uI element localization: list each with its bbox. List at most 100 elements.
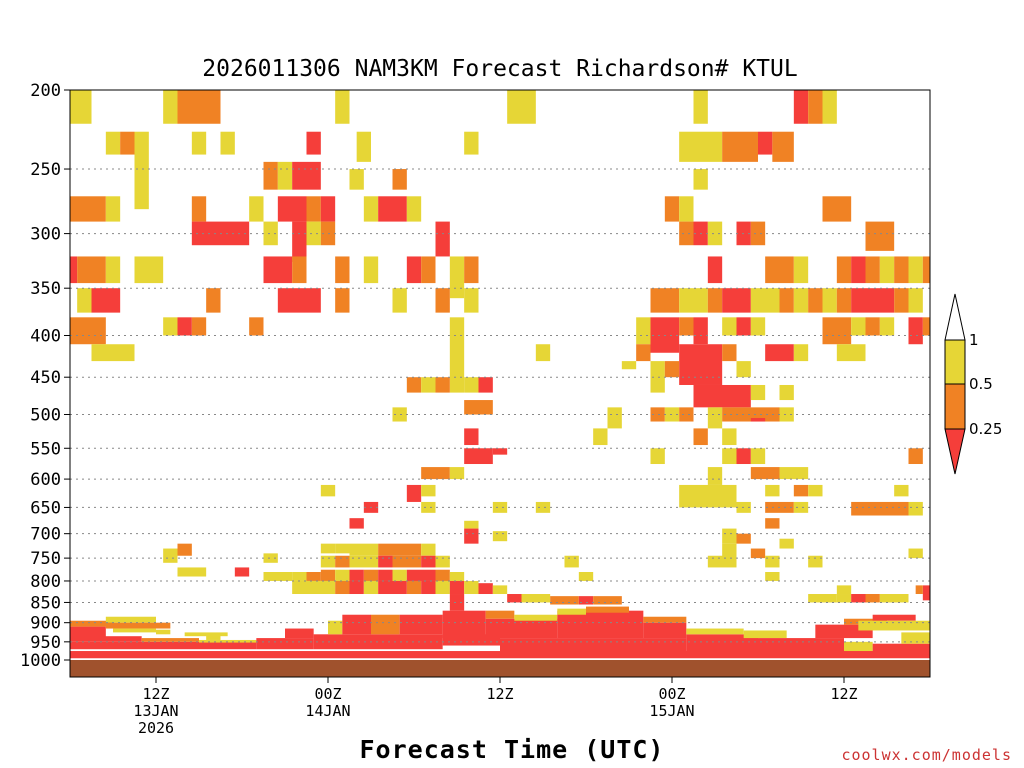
ri-cell xyxy=(464,377,479,393)
ri-cell xyxy=(292,221,307,262)
x-axis-label: Forecast Time (UTC) xyxy=(360,735,665,764)
ri-cell xyxy=(908,317,923,345)
ri-cell xyxy=(392,555,422,568)
ri-cell xyxy=(736,448,751,465)
y-tick-label: 650 xyxy=(30,498,61,518)
y-tick-label: 350 xyxy=(30,279,61,299)
ri-cell xyxy=(349,569,364,581)
x-tick-label: 12Z xyxy=(486,685,513,703)
ri-cell xyxy=(851,256,866,284)
ri-cell-lowlevel xyxy=(514,614,558,621)
ri-cell xyxy=(915,585,923,595)
ri-cell xyxy=(765,572,780,581)
ri-cell xyxy=(406,377,422,393)
ri-cell xyxy=(70,196,106,222)
ri-cell xyxy=(406,580,422,595)
ri-cell xyxy=(464,520,479,529)
ri-cell xyxy=(679,221,694,246)
ri-cell xyxy=(363,196,379,222)
ri-cell xyxy=(105,131,121,155)
ri-cell xyxy=(406,256,422,284)
ri-cell xyxy=(163,90,178,124)
ri-cell xyxy=(736,533,751,544)
ri-cell xyxy=(464,528,479,544)
x-tick-label: 13JAN xyxy=(133,702,178,720)
ri-cell xyxy=(263,572,293,581)
ri-cell xyxy=(320,484,336,497)
ri-cell xyxy=(464,256,479,284)
ri-cell xyxy=(679,344,723,385)
ri-cell xyxy=(808,90,823,124)
ri-cell xyxy=(750,467,780,480)
ri-cell xyxy=(707,221,723,246)
ri-cell xyxy=(392,169,407,190)
ri-cell xyxy=(421,467,450,480)
ri-cell xyxy=(693,169,708,190)
ri-cell-lowlevel xyxy=(313,634,443,650)
ri-cell xyxy=(335,256,350,284)
ri-cell xyxy=(879,317,895,336)
ri-cell-lowlevel xyxy=(399,614,443,635)
ri-cell xyxy=(793,501,809,513)
ri-cell xyxy=(621,361,637,370)
ri-cell xyxy=(163,317,178,336)
ri-cell xyxy=(134,131,149,210)
ri-cell xyxy=(492,448,508,455)
ri-cell xyxy=(191,131,207,155)
ri-cell xyxy=(363,580,379,595)
ri-cell xyxy=(822,317,852,345)
ri-cell xyxy=(679,317,694,336)
ri-cell xyxy=(879,256,895,284)
y-tick-label: 300 xyxy=(30,225,61,245)
ri-cell xyxy=(435,377,450,393)
ri-cell xyxy=(507,594,522,603)
ri-cell xyxy=(464,400,493,415)
ri-cell xyxy=(206,288,221,313)
ri-cell xyxy=(421,256,436,284)
ri-cell xyxy=(722,131,758,162)
ri-cell xyxy=(779,288,794,313)
ri-cell xyxy=(335,569,350,581)
ri-cell xyxy=(105,196,121,222)
ri-cell xyxy=(277,161,293,190)
ri-cell xyxy=(70,256,78,284)
ri-cell xyxy=(320,555,336,568)
source-credit: coolwx.com/models xyxy=(841,746,1012,764)
ri-cell xyxy=(335,543,350,554)
y-tick-label: 700 xyxy=(30,525,61,545)
ri-cell-lowlevel xyxy=(105,616,156,623)
ri-cell xyxy=(722,407,780,422)
ri-cell xyxy=(908,548,923,559)
ri-cell xyxy=(772,131,794,162)
richardson-cells xyxy=(70,90,930,660)
ri-cell-lowlevel xyxy=(643,622,687,639)
ri-cell xyxy=(306,196,321,222)
ri-cell xyxy=(421,501,436,513)
y-tick-label: 200 xyxy=(30,81,61,101)
ri-cell xyxy=(707,467,723,485)
ri-cell xyxy=(765,484,780,497)
ri-cell xyxy=(464,131,479,155)
x-tick-label: 15JAN xyxy=(649,702,694,720)
ri-cell xyxy=(263,161,278,190)
ri-cell xyxy=(908,256,923,284)
ri-cell xyxy=(636,344,651,362)
ri-cell xyxy=(793,256,809,284)
ri-cell xyxy=(378,580,407,595)
ri-cell xyxy=(421,484,436,497)
legend-level-label: 0.25 xyxy=(969,420,1002,438)
ri-cell xyxy=(793,484,809,497)
ri-cell xyxy=(435,288,450,313)
surface-band xyxy=(70,658,930,677)
ri-cell xyxy=(349,580,364,595)
ri-cell xyxy=(750,221,766,246)
ri-cell xyxy=(234,567,250,577)
ri-cell xyxy=(836,344,866,362)
ri-cell xyxy=(793,344,809,362)
ri-cell xyxy=(535,501,551,513)
ri-cell xyxy=(779,384,794,401)
ri-cell xyxy=(836,256,852,284)
x-tick-label: 00Z xyxy=(658,685,685,703)
ri-cell xyxy=(750,317,766,336)
